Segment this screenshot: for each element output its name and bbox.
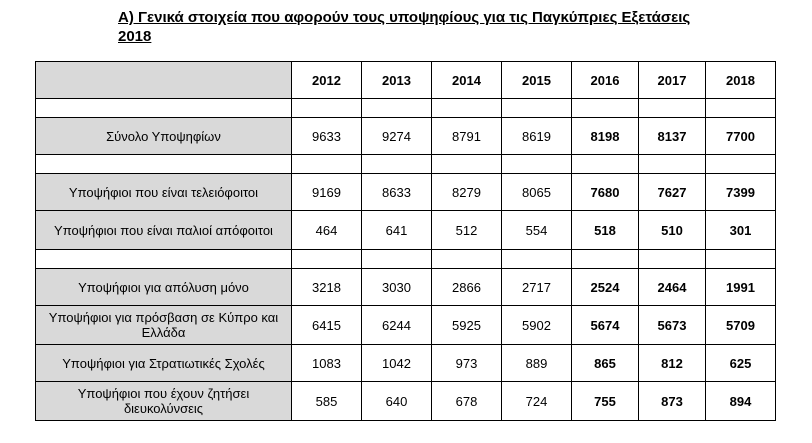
table-cell: 873 bbox=[638, 381, 706, 421]
header-year-2016: 2016 bbox=[571, 61, 639, 99]
table-cell: 640 bbox=[361, 381, 432, 421]
table-cell: 755 bbox=[571, 381, 639, 421]
table-cell: 8065 bbox=[501, 173, 572, 211]
table-cell: 8633 bbox=[361, 173, 432, 211]
table-cell: 2524 bbox=[571, 268, 639, 306]
header-year-2013: 2013 bbox=[361, 61, 432, 99]
table-cell: 894 bbox=[705, 381, 776, 421]
table-cell: 585 bbox=[291, 381, 362, 421]
row-label: Υποψήφιοι για Στρατιωτικές Σχολές bbox=[35, 344, 292, 382]
table-cell: 8619 bbox=[501, 117, 572, 155]
row-label: Υποψήφιοι που είναι τελειόφοιτοι bbox=[35, 173, 292, 211]
header-year-2012: 2012 bbox=[291, 61, 362, 99]
header-corner-cell bbox=[35, 61, 292, 99]
table-cell: 2866 bbox=[431, 268, 502, 306]
table-cell: 9274 bbox=[361, 117, 432, 155]
page-title: A) Γενικά στοιχεία που αφορούν τους υποψ… bbox=[118, 8, 758, 46]
table-cell: 5709 bbox=[705, 305, 776, 345]
table-cell: 8137 bbox=[638, 117, 706, 155]
table-cell: 5902 bbox=[501, 305, 572, 345]
table-cell: 2717 bbox=[501, 268, 572, 306]
table-cell: 3218 bbox=[291, 268, 362, 306]
row-label: Σύνολο Υποψηφίων bbox=[35, 117, 292, 155]
table-cell: 518 bbox=[571, 210, 639, 250]
title-line-1: A) Γενικά στοιχεία που αφορούν τους υποψ… bbox=[118, 9, 691, 26]
table-row-final-year-students: Υποψήφιοι που είναι τελειόφοιτοι 9169 86… bbox=[35, 173, 776, 211]
row-label: Υποψήφιοι που είναι παλιοί απόφοιτοι bbox=[35, 210, 292, 250]
table-cell: 554 bbox=[501, 210, 572, 250]
spacer-row bbox=[35, 249, 776, 269]
table-row-total-candidates: Σύνολο Υποψηφίων 9633 9274 8791 8619 819… bbox=[35, 117, 776, 155]
table-cell: 678 bbox=[431, 381, 502, 421]
header-year-2014: 2014 bbox=[431, 61, 502, 99]
table-cell: 510 bbox=[638, 210, 706, 250]
table-cell: 464 bbox=[291, 210, 362, 250]
table-cell: 7700 bbox=[705, 117, 776, 155]
table-cell: 8198 bbox=[571, 117, 639, 155]
table-cell: 8279 bbox=[431, 173, 502, 211]
table-cell: 724 bbox=[501, 381, 572, 421]
candidates-table: 2012 2013 2014 2015 2016 2017 2018 Σύνολ… bbox=[35, 61, 776, 421]
table-cell: 641 bbox=[361, 210, 432, 250]
table-row-past-graduates: Υποψήφιοι που είναι παλιοί απόφοιτοι 464… bbox=[35, 210, 776, 250]
table-row-military-schools: Υποψήφιοι για Στρατιωτικές Σχολές 1083 1… bbox=[35, 344, 776, 382]
table-cell: 812 bbox=[638, 344, 706, 382]
table-cell: 9169 bbox=[291, 173, 362, 211]
table-cell: 301 bbox=[705, 210, 776, 250]
table-cell: 5673 bbox=[638, 305, 706, 345]
row-label: Υποψήφιοι που έχουν ζητήσει διευκολύνσει… bbox=[35, 381, 292, 421]
table-cell: 1042 bbox=[361, 344, 432, 382]
spacer-row bbox=[35, 154, 776, 174]
table-cell: 625 bbox=[705, 344, 776, 382]
table-cell: 512 bbox=[431, 210, 502, 250]
title-line-2: 2018 bbox=[118, 28, 152, 45]
table-cell: 9633 bbox=[291, 117, 362, 155]
table-cell: 889 bbox=[501, 344, 572, 382]
table-cell: 8791 bbox=[431, 117, 502, 155]
table-cell: 1083 bbox=[291, 344, 362, 382]
table-cell: 973 bbox=[431, 344, 502, 382]
table-cell: 1991 bbox=[705, 268, 776, 306]
table-cell: 6415 bbox=[291, 305, 362, 345]
table-cell: 3030 bbox=[361, 268, 432, 306]
table-cell: 7627 bbox=[638, 173, 706, 211]
row-label: Υποψήφιοι για πρόσβαση σε Κύπρο και Ελλά… bbox=[35, 305, 292, 345]
header-year-2017: 2017 bbox=[638, 61, 706, 99]
table-row-access-cyprus-greece: Υποψήφιοι για πρόσβαση σε Κύπρο και Ελλά… bbox=[35, 305, 776, 345]
table-cell: 865 bbox=[571, 344, 639, 382]
table-cell: 5674 bbox=[571, 305, 639, 345]
table-cell: 2464 bbox=[638, 268, 706, 306]
row-label: Υποψήφιοι για απόλυση μόνο bbox=[35, 268, 292, 306]
table-row-graduation-only: Υποψήφιοι για απόλυση μόνο 3218 3030 286… bbox=[35, 268, 776, 306]
table-cell: 7680 bbox=[571, 173, 639, 211]
table-header-row: 2012 2013 2014 2015 2016 2017 2018 bbox=[35, 61, 776, 99]
table-cell: 7399 bbox=[705, 173, 776, 211]
table-cell: 6244 bbox=[361, 305, 432, 345]
table-cell: 5925 bbox=[431, 305, 502, 345]
table-row-accommodations: Υποψήφιοι που έχουν ζητήσει διευκολύνσει… bbox=[35, 381, 776, 421]
header-year-2018: 2018 bbox=[705, 61, 776, 99]
spacer-row bbox=[35, 98, 776, 118]
header-year-2015: 2015 bbox=[501, 61, 572, 99]
